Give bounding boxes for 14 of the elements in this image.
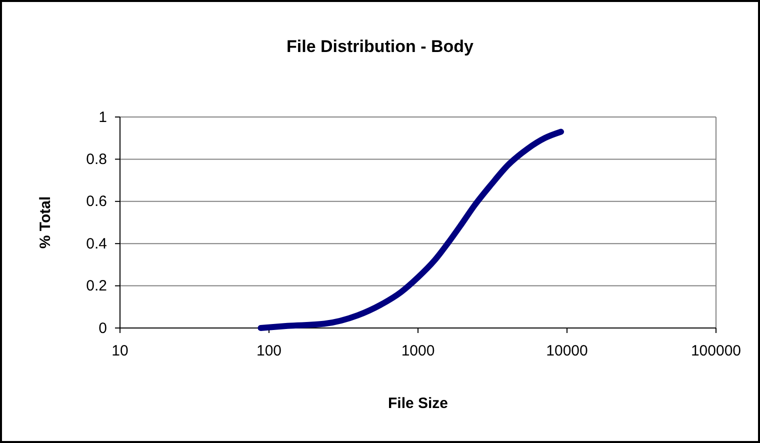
y-tick-label: 0.6 bbox=[86, 193, 107, 210]
chart-title: File Distribution - Body bbox=[286, 37, 474, 56]
y-tick-label: 1 bbox=[98, 108, 107, 126]
x-tick-label: 1000 bbox=[401, 342, 435, 360]
x-axis-title: File Size bbox=[388, 395, 448, 412]
x-tick-label: 10000 bbox=[546, 342, 588, 360]
y-tick-label: 0 bbox=[98, 320, 107, 337]
y-tick-label: 0.8 bbox=[86, 151, 107, 168]
y-axis-title: % Total bbox=[37, 196, 54, 249]
x-tick-label: 100000 bbox=[690, 342, 742, 360]
x-tick-label: 100 bbox=[256, 342, 282, 360]
y-tick-label: 0.2 bbox=[86, 278, 107, 295]
y-tick-label: 0.4 bbox=[86, 235, 107, 252]
x-tick-label: 10 bbox=[112, 342, 128, 360]
